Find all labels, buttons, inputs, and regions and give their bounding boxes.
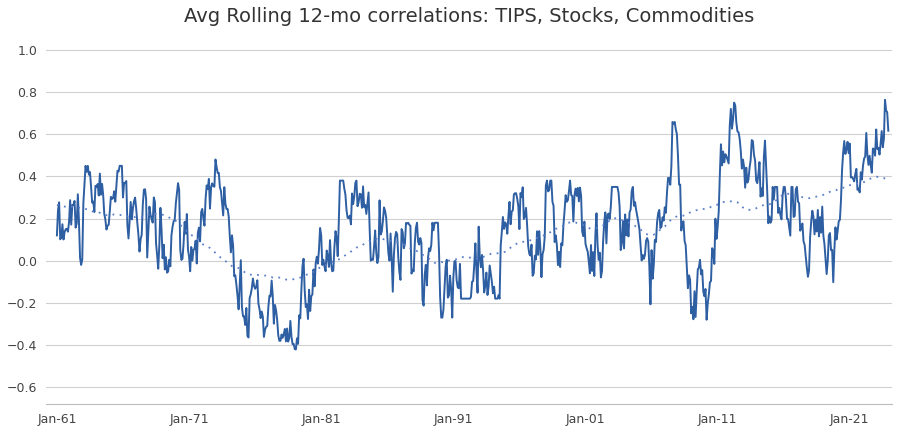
Title: Avg Rolling 12-mo correlations: TIPS, Stocks, Commodities: Avg Rolling 12-mo correlations: TIPS, St…	[184, 7, 754, 26]
